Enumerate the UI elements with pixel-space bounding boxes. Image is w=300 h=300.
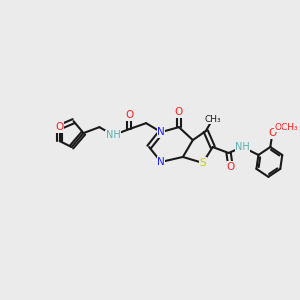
Text: N: N	[157, 127, 165, 137]
Text: NH: NH	[235, 142, 250, 152]
Text: O: O	[56, 122, 64, 132]
Text: O: O	[175, 107, 183, 117]
Text: O: O	[56, 122, 64, 132]
Text: N: N	[157, 157, 165, 167]
Text: NH: NH	[106, 130, 121, 140]
Text: O: O	[268, 128, 277, 138]
Text: OCH₃: OCH₃	[274, 123, 298, 132]
Text: S: S	[200, 158, 206, 168]
Text: CH₃: CH₃	[204, 115, 221, 124]
Text: O: O	[125, 110, 133, 120]
Text: O: O	[226, 162, 235, 172]
